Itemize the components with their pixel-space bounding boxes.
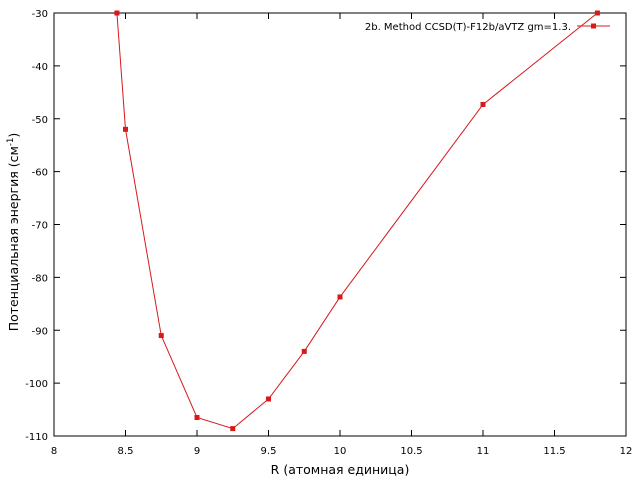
data-point [480, 101, 486, 107]
y-tick-label: -90 [32, 326, 48, 337]
data-point [114, 10, 120, 16]
x-axis-ticks: 8 8.5 9 9.5 10 10.5 11 11.5 12 [51, 13, 633, 457]
y-axis-label-main: Потенциальная энергия (см [6, 146, 21, 331]
x-tick-label: 9.5 [261, 446, 277, 457]
y-tick-label: -80 [32, 273, 48, 284]
y-axis-label-close: ) [6, 133, 21, 138]
plot-frame [53, 12, 627, 437]
x-tick-label: 8 [51, 446, 57, 457]
y-axis-label: Потенциальная энергия (см-1) [6, 133, 21, 332]
y-tick-label: -60 [32, 168, 48, 179]
x-tick-label: 10.5 [400, 446, 422, 457]
legend-label: 2b. Method CCSD(T)-F12b/aVTZ gm=1.3. [365, 22, 571, 33]
x-tick-label: 11 [477, 446, 490, 457]
y-tick-label: -50 [32, 115, 48, 126]
y-tick-label: -100 [25, 379, 48, 390]
data-point [337, 294, 343, 300]
data-point [194, 414, 200, 420]
series-layer [114, 10, 600, 432]
y-axis-label-exponent: -1 [6, 138, 16, 146]
data-point [301, 348, 307, 354]
x-tick-label: 10 [334, 446, 347, 457]
series-line [116, 12, 598, 430]
x-tick-label: 9 [194, 446, 200, 457]
legend: 2b. Method CCSD(T)-F12b/aVTZ gm=1.3. [365, 22, 610, 33]
data-point [230, 426, 236, 432]
x-tick-label: 8.5 [118, 446, 134, 457]
data-point [594, 10, 600, 16]
y-tick-label: -110 [25, 432, 48, 443]
data-point [266, 396, 271, 402]
data-point [158, 333, 164, 339]
y-tick-label: -70 [32, 221, 48, 232]
data-point [123, 126, 128, 132]
legend-marker [591, 23, 596, 29]
y-tick-label: -40 [32, 62, 48, 73]
x-tick-label: 12 [620, 446, 633, 457]
x-tick-label: 11.5 [543, 446, 565, 457]
y-axis-ticks: -110 -100 -90 -80 -70 -60 -50 -40 -30 [25, 9, 626, 443]
x-axis-label: R (атомная единица) [271, 462, 410, 477]
y-tick-label: -30 [32, 9, 48, 20]
